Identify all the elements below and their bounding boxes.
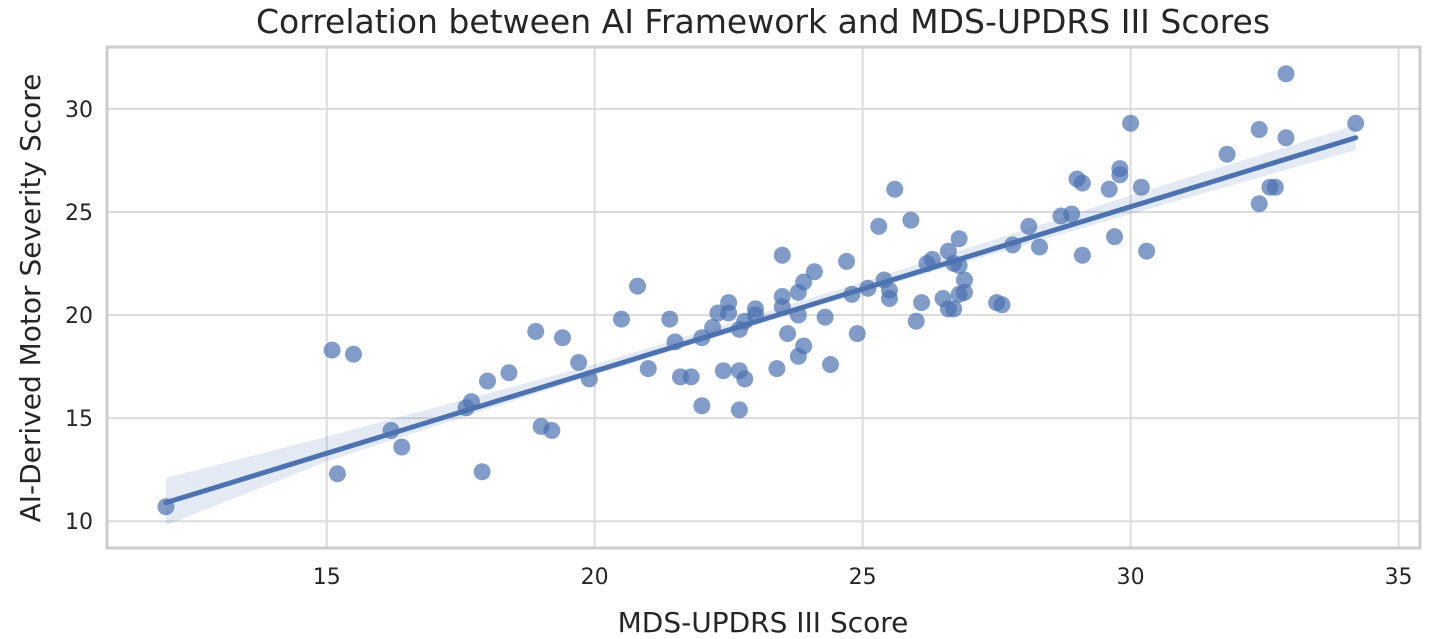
data-point bbox=[661, 310, 679, 328]
data-point bbox=[1347, 114, 1365, 132]
data-point bbox=[1073, 246, 1091, 264]
plot-frame bbox=[105, 45, 1422, 550]
data-point bbox=[714, 362, 732, 380]
data-point bbox=[473, 463, 491, 481]
data-point bbox=[1277, 129, 1295, 147]
data-point bbox=[913, 294, 931, 312]
data-point bbox=[773, 246, 791, 264]
data-point bbox=[1100, 180, 1118, 198]
data-points bbox=[157, 65, 1365, 516]
data-point bbox=[1111, 160, 1129, 178]
data-point bbox=[768, 360, 786, 378]
y-tick-label: 30 bbox=[65, 98, 93, 123]
data-point bbox=[902, 211, 920, 229]
data-point bbox=[393, 438, 411, 456]
data-point bbox=[1073, 174, 1091, 192]
regression-line bbox=[163, 135, 1359, 506]
data-point bbox=[693, 397, 711, 415]
data-point bbox=[779, 325, 797, 343]
data-point bbox=[1250, 120, 1268, 138]
data-point bbox=[795, 337, 813, 355]
data-point bbox=[1030, 238, 1048, 256]
data-point bbox=[886, 180, 904, 198]
data-point bbox=[1266, 178, 1284, 196]
data-point bbox=[479, 372, 497, 390]
y-tick-label: 25 bbox=[65, 201, 93, 226]
data-point bbox=[1106, 228, 1124, 246]
y-axis-label: AI-Derived Motor Severity Score bbox=[14, 74, 47, 523]
data-point bbox=[730, 401, 748, 419]
x-tick-label: 30 bbox=[1117, 565, 1145, 590]
data-point bbox=[323, 341, 341, 359]
data-point bbox=[1020, 217, 1038, 235]
data-point bbox=[821, 356, 839, 374]
confidence-band bbox=[165, 125, 1356, 526]
x-tick-label: 25 bbox=[849, 565, 877, 590]
x-tick-label: 35 bbox=[1385, 565, 1413, 590]
data-point bbox=[795, 273, 813, 291]
data-point bbox=[720, 294, 738, 312]
data-point bbox=[746, 300, 764, 318]
data-point bbox=[805, 263, 823, 281]
data-point bbox=[629, 277, 647, 295]
data-point bbox=[880, 281, 898, 299]
x-tick-label: 15 bbox=[313, 565, 341, 590]
data-point bbox=[870, 217, 888, 235]
y-tick-label: 20 bbox=[65, 304, 93, 329]
data-point bbox=[554, 329, 572, 347]
data-point bbox=[1138, 242, 1156, 260]
tick-labels: 15 20 25 30 35 10 15 20 25 30 bbox=[65, 98, 1413, 590]
data-point bbox=[527, 323, 545, 341]
x-axis-label: MDS-UPDRS III Score bbox=[618, 606, 909, 639]
data-point bbox=[955, 271, 973, 289]
data-point bbox=[328, 465, 346, 483]
data-point bbox=[838, 252, 856, 270]
data-point bbox=[950, 230, 968, 248]
data-point bbox=[923, 250, 941, 268]
y-tick-label: 15 bbox=[65, 407, 93, 432]
y-tick-label: 10 bbox=[65, 510, 93, 535]
x-tick-label: 20 bbox=[581, 565, 609, 590]
chart-title: Correlation between AI Framework and MDS… bbox=[256, 2, 1270, 41]
data-point bbox=[816, 308, 834, 326]
data-point bbox=[1122, 114, 1140, 132]
data-point bbox=[993, 296, 1011, 314]
data-point bbox=[1250, 195, 1268, 213]
data-point bbox=[500, 364, 518, 382]
data-point bbox=[612, 310, 630, 328]
data-point bbox=[570, 353, 588, 371]
data-point bbox=[736, 370, 754, 388]
data-point bbox=[639, 360, 657, 378]
data-point bbox=[345, 345, 363, 363]
data-point bbox=[955, 283, 973, 301]
data-point bbox=[945, 300, 963, 318]
data-point bbox=[1277, 65, 1295, 83]
data-point bbox=[848, 325, 866, 343]
data-point bbox=[1218, 145, 1236, 163]
data-point bbox=[907, 312, 925, 330]
data-point bbox=[1132, 178, 1150, 196]
data-point bbox=[682, 368, 700, 386]
grid-lines bbox=[107, 47, 1420, 548]
data-point bbox=[543, 421, 561, 439]
data-point bbox=[1063, 205, 1081, 223]
